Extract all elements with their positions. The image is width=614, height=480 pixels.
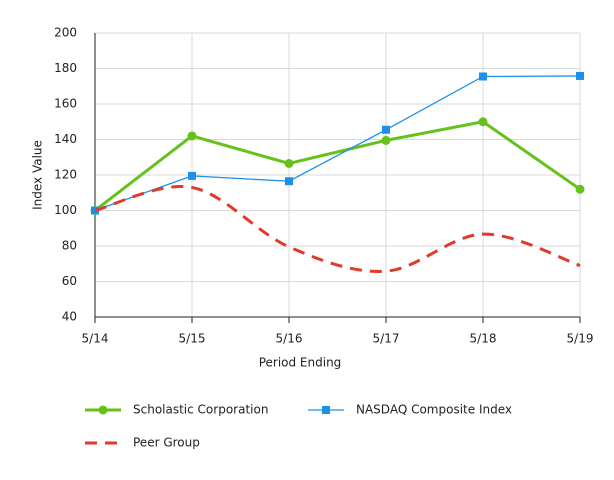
y-tick-label: 60 <box>62 274 77 288</box>
series-line <box>94 120 581 212</box>
y-tick-label: 140 <box>54 132 77 146</box>
legend-label: Scholastic Corporation <box>133 403 268 417</box>
legend-marker <box>322 406 330 414</box>
x-tick-label: 5/16 <box>276 332 303 346</box>
x-tick-label: 5/15 <box>179 332 206 346</box>
data-point <box>382 125 390 134</box>
x-tick-label: 5/19 <box>567 332 594 346</box>
data-point <box>575 184 585 194</box>
data-point <box>381 135 391 145</box>
y-tick-label: 40 <box>62 310 77 324</box>
legend-marker <box>98 405 108 415</box>
y-tick-label: 120 <box>54 168 77 182</box>
data-point <box>284 158 294 168</box>
series-line <box>94 75 581 212</box>
x-tick-label: 5/17 <box>373 332 400 346</box>
y-tick-label: 80 <box>62 239 77 253</box>
x-tick-label: 5/18 <box>470 332 497 346</box>
y-tick-label: 160 <box>54 97 77 111</box>
y-tick-label: 180 <box>54 61 77 75</box>
data-point <box>188 171 196 180</box>
y-axis-label: Index Value <box>31 140 45 210</box>
y-tick-label: 200 <box>54 26 77 40</box>
data-point <box>479 72 487 81</box>
series-line <box>94 185 581 273</box>
data-point <box>285 177 293 186</box>
data-point <box>576 71 584 80</box>
x-tick-label: 5/14 <box>82 332 109 346</box>
y-tick-label: 100 <box>54 203 77 217</box>
data-point <box>478 117 488 127</box>
legend-label: Peer Group <box>133 436 200 450</box>
data-point <box>187 131 197 141</box>
x-axis-label: Period Ending <box>259 356 342 370</box>
legend-label: NASDAQ Composite Index <box>356 403 512 417</box>
